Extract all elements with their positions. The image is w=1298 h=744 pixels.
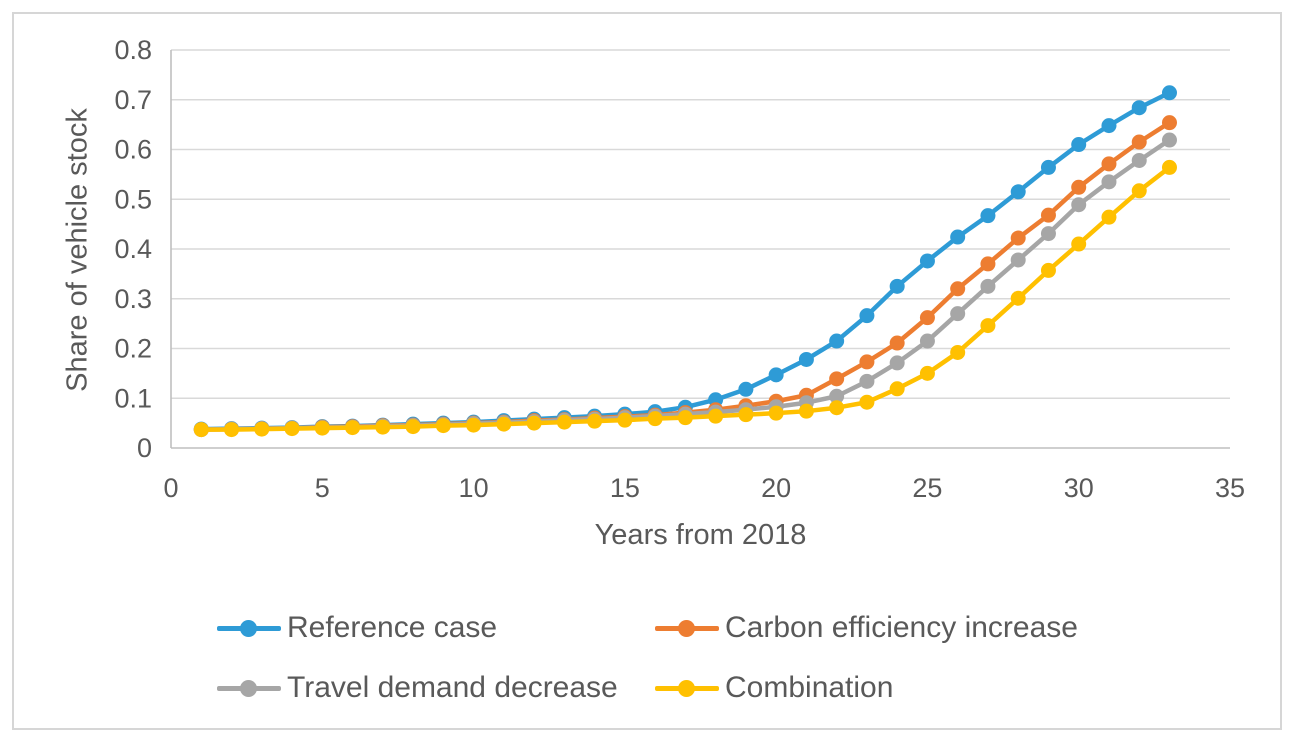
data-point-reference-case — [1101, 118, 1117, 134]
data-point-combination — [314, 420, 330, 436]
data-point-combination — [950, 344, 966, 360]
data-point-travel-demand-decrease — [1161, 132, 1177, 148]
data-point-reference-case — [768, 367, 784, 383]
x-axis-title: Years from 2018 — [594, 519, 807, 551]
data-point-carbon-efficiency-increase — [1040, 207, 1056, 223]
data-point-combination — [556, 414, 572, 430]
data-point-travel-demand-decrease — [950, 306, 966, 322]
data-point-combination — [1040, 262, 1056, 278]
data-point-combination — [738, 407, 754, 423]
data-point-travel-demand-decrease — [829, 388, 845, 404]
data-point-carbon-efficiency-increase — [980, 256, 996, 272]
data-point-combination — [798, 403, 814, 419]
data-point-carbon-efficiency-increase — [950, 281, 966, 297]
data-point-travel-demand-decrease — [1010, 252, 1026, 268]
data-point-travel-demand-decrease — [859, 373, 875, 389]
data-point-travel-demand-decrease — [889, 355, 905, 371]
data-point-travel-demand-decrease — [1040, 226, 1056, 242]
y-tick-label: 0.6 — [114, 135, 152, 165]
data-point-carbon-efficiency-increase — [859, 354, 875, 370]
data-point-combination — [980, 318, 996, 334]
x-tick-label: 25 — [912, 473, 942, 503]
data-point-reference-case — [1040, 159, 1056, 175]
data-point-combination — [768, 405, 784, 421]
data-point-reference-case — [1161, 85, 1177, 101]
data-point-reference-case — [889, 278, 905, 294]
series-line-travel-demand-decrease — [199, 137, 1172, 432]
data-point-combination — [829, 400, 845, 416]
data-point-combination — [647, 411, 663, 427]
data-point-reference-case — [1071, 137, 1087, 153]
data-point-combination — [1101, 209, 1117, 225]
data-point-carbon-efficiency-increase — [919, 310, 935, 326]
data-point-reference-case — [980, 208, 996, 224]
y-tick-label: 0.1 — [114, 383, 152, 413]
data-point-carbon-efficiency-increase — [1071, 179, 1087, 195]
data-point-reference-case — [798, 351, 814, 367]
data-point-combination — [466, 417, 482, 433]
data-point-combination — [254, 421, 270, 437]
data-point-combination — [345, 420, 361, 436]
data-point-travel-demand-decrease — [1101, 174, 1117, 190]
data-point-combination — [1131, 183, 1147, 199]
data-point-combination — [708, 408, 724, 424]
data-point-carbon-efficiency-increase — [1131, 134, 1147, 150]
data-point-combination — [1010, 290, 1026, 306]
data-point-combination — [496, 416, 512, 432]
data-point-reference-case — [738, 381, 754, 397]
data-point-combination — [224, 422, 240, 438]
x-tick-label: 20 — [761, 473, 791, 503]
y-tick-label: 0.7 — [114, 85, 152, 115]
y-tick-label: 0.5 — [114, 184, 152, 214]
data-point-reference-case — [1010, 184, 1026, 200]
data-point-carbon-efficiency-increase — [1101, 156, 1117, 172]
data-point-combination — [859, 394, 875, 410]
data-point-carbon-efficiency-increase — [829, 371, 845, 387]
data-point-combination — [617, 412, 633, 428]
data-point-combination — [889, 381, 905, 397]
data-point-combination — [375, 419, 391, 435]
data-point-combination — [435, 418, 451, 434]
x-tick-label: 0 — [163, 473, 178, 503]
data-point-reference-case — [919, 253, 935, 269]
data-point-combination — [193, 422, 209, 438]
data-point-carbon-efficiency-increase — [889, 335, 905, 351]
x-tick-label: 35 — [1215, 473, 1245, 503]
y-axis-title: Share of vehicle stock — [61, 108, 94, 392]
x-tick-label: 10 — [459, 473, 489, 503]
data-point-combination — [677, 410, 693, 426]
series-line-carbon-efficiency-increase — [199, 120, 1172, 432]
data-point-combination — [526, 415, 542, 431]
data-point-carbon-efficiency-increase — [1161, 115, 1177, 131]
x-tick-label: 30 — [1064, 473, 1094, 503]
data-point-travel-demand-decrease — [919, 333, 935, 349]
data-point-combination — [1071, 236, 1087, 252]
y-tick-label: 0 — [137, 433, 152, 463]
y-tick-label: 0.2 — [114, 334, 152, 364]
data-point-reference-case — [859, 308, 875, 324]
y-tick-label: 0.3 — [114, 284, 152, 314]
figure-border — [12, 12, 1282, 730]
data-point-combination — [587, 413, 603, 429]
x-tick-label: 15 — [610, 473, 640, 503]
data-point-reference-case — [1131, 100, 1147, 116]
data-point-travel-demand-decrease — [1131, 152, 1147, 168]
data-point-combination — [405, 419, 421, 435]
data-point-combination — [1161, 159, 1177, 175]
x-tick-label: 5 — [315, 473, 330, 503]
data-point-reference-case — [829, 333, 845, 349]
y-tick-label: 0.8 — [114, 35, 152, 65]
data-point-combination — [284, 421, 300, 437]
data-point-travel-demand-decrease — [980, 278, 996, 294]
data-point-travel-demand-decrease — [1071, 197, 1087, 213]
y-tick-label: 0.4 — [114, 234, 152, 264]
data-point-carbon-efficiency-increase — [1010, 230, 1026, 246]
data-point-combination — [919, 365, 935, 381]
data-point-reference-case — [950, 229, 966, 245]
